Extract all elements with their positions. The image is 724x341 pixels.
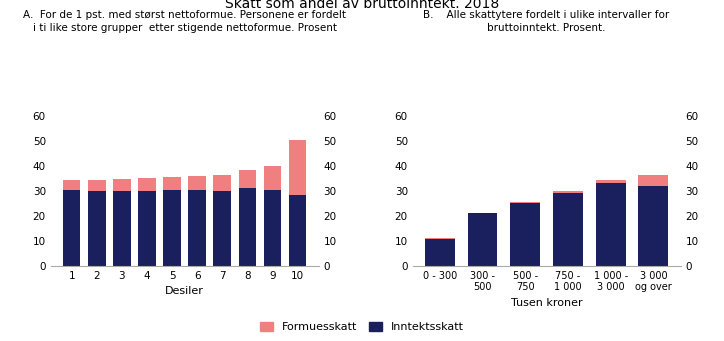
Legend: Formuesskatt, Inntektsskatt: Formuesskatt, Inntektsskatt xyxy=(257,319,467,336)
Bar xyxy=(639,186,668,266)
Bar xyxy=(63,191,80,266)
Bar xyxy=(289,195,306,266)
X-axis label: Desiler: Desiler xyxy=(165,286,204,296)
Bar xyxy=(510,202,540,204)
Text: B.    Alle skattytere fordelt i ulike intervaller for
bruttoinntekt. Prosent.: B. Alle skattytere fordelt i ulike inter… xyxy=(424,10,670,33)
Text: A.  For de 1 pst. med størst nettoformue. Personene er fordelt
i ti like store g: A. For de 1 pst. med størst nettoformue.… xyxy=(23,10,346,33)
Bar xyxy=(113,191,130,266)
Bar xyxy=(425,238,455,239)
Bar xyxy=(596,183,626,266)
Bar xyxy=(164,191,181,266)
Bar xyxy=(468,213,497,266)
Bar xyxy=(239,189,256,266)
Bar xyxy=(264,191,282,266)
Bar xyxy=(188,176,206,191)
Bar xyxy=(596,180,626,183)
Bar xyxy=(510,204,540,266)
Bar xyxy=(639,175,668,186)
Bar xyxy=(164,177,181,191)
Bar xyxy=(138,178,156,191)
Bar xyxy=(553,191,583,193)
Bar xyxy=(264,166,282,191)
Bar xyxy=(214,191,231,266)
Bar xyxy=(188,191,206,266)
Bar xyxy=(289,140,306,195)
Bar xyxy=(239,170,256,189)
Bar xyxy=(88,191,106,266)
X-axis label: Tusen kroner: Tusen kroner xyxy=(511,298,582,308)
Bar xyxy=(88,180,106,191)
Bar xyxy=(214,175,231,191)
Bar xyxy=(553,193,583,266)
Bar xyxy=(113,179,130,191)
Bar xyxy=(138,191,156,266)
Bar xyxy=(425,239,455,266)
Text: Skatt som andel av bruttoinntekt. 2018: Skatt som andel av bruttoinntekt. 2018 xyxy=(225,0,499,11)
Bar xyxy=(63,180,80,191)
